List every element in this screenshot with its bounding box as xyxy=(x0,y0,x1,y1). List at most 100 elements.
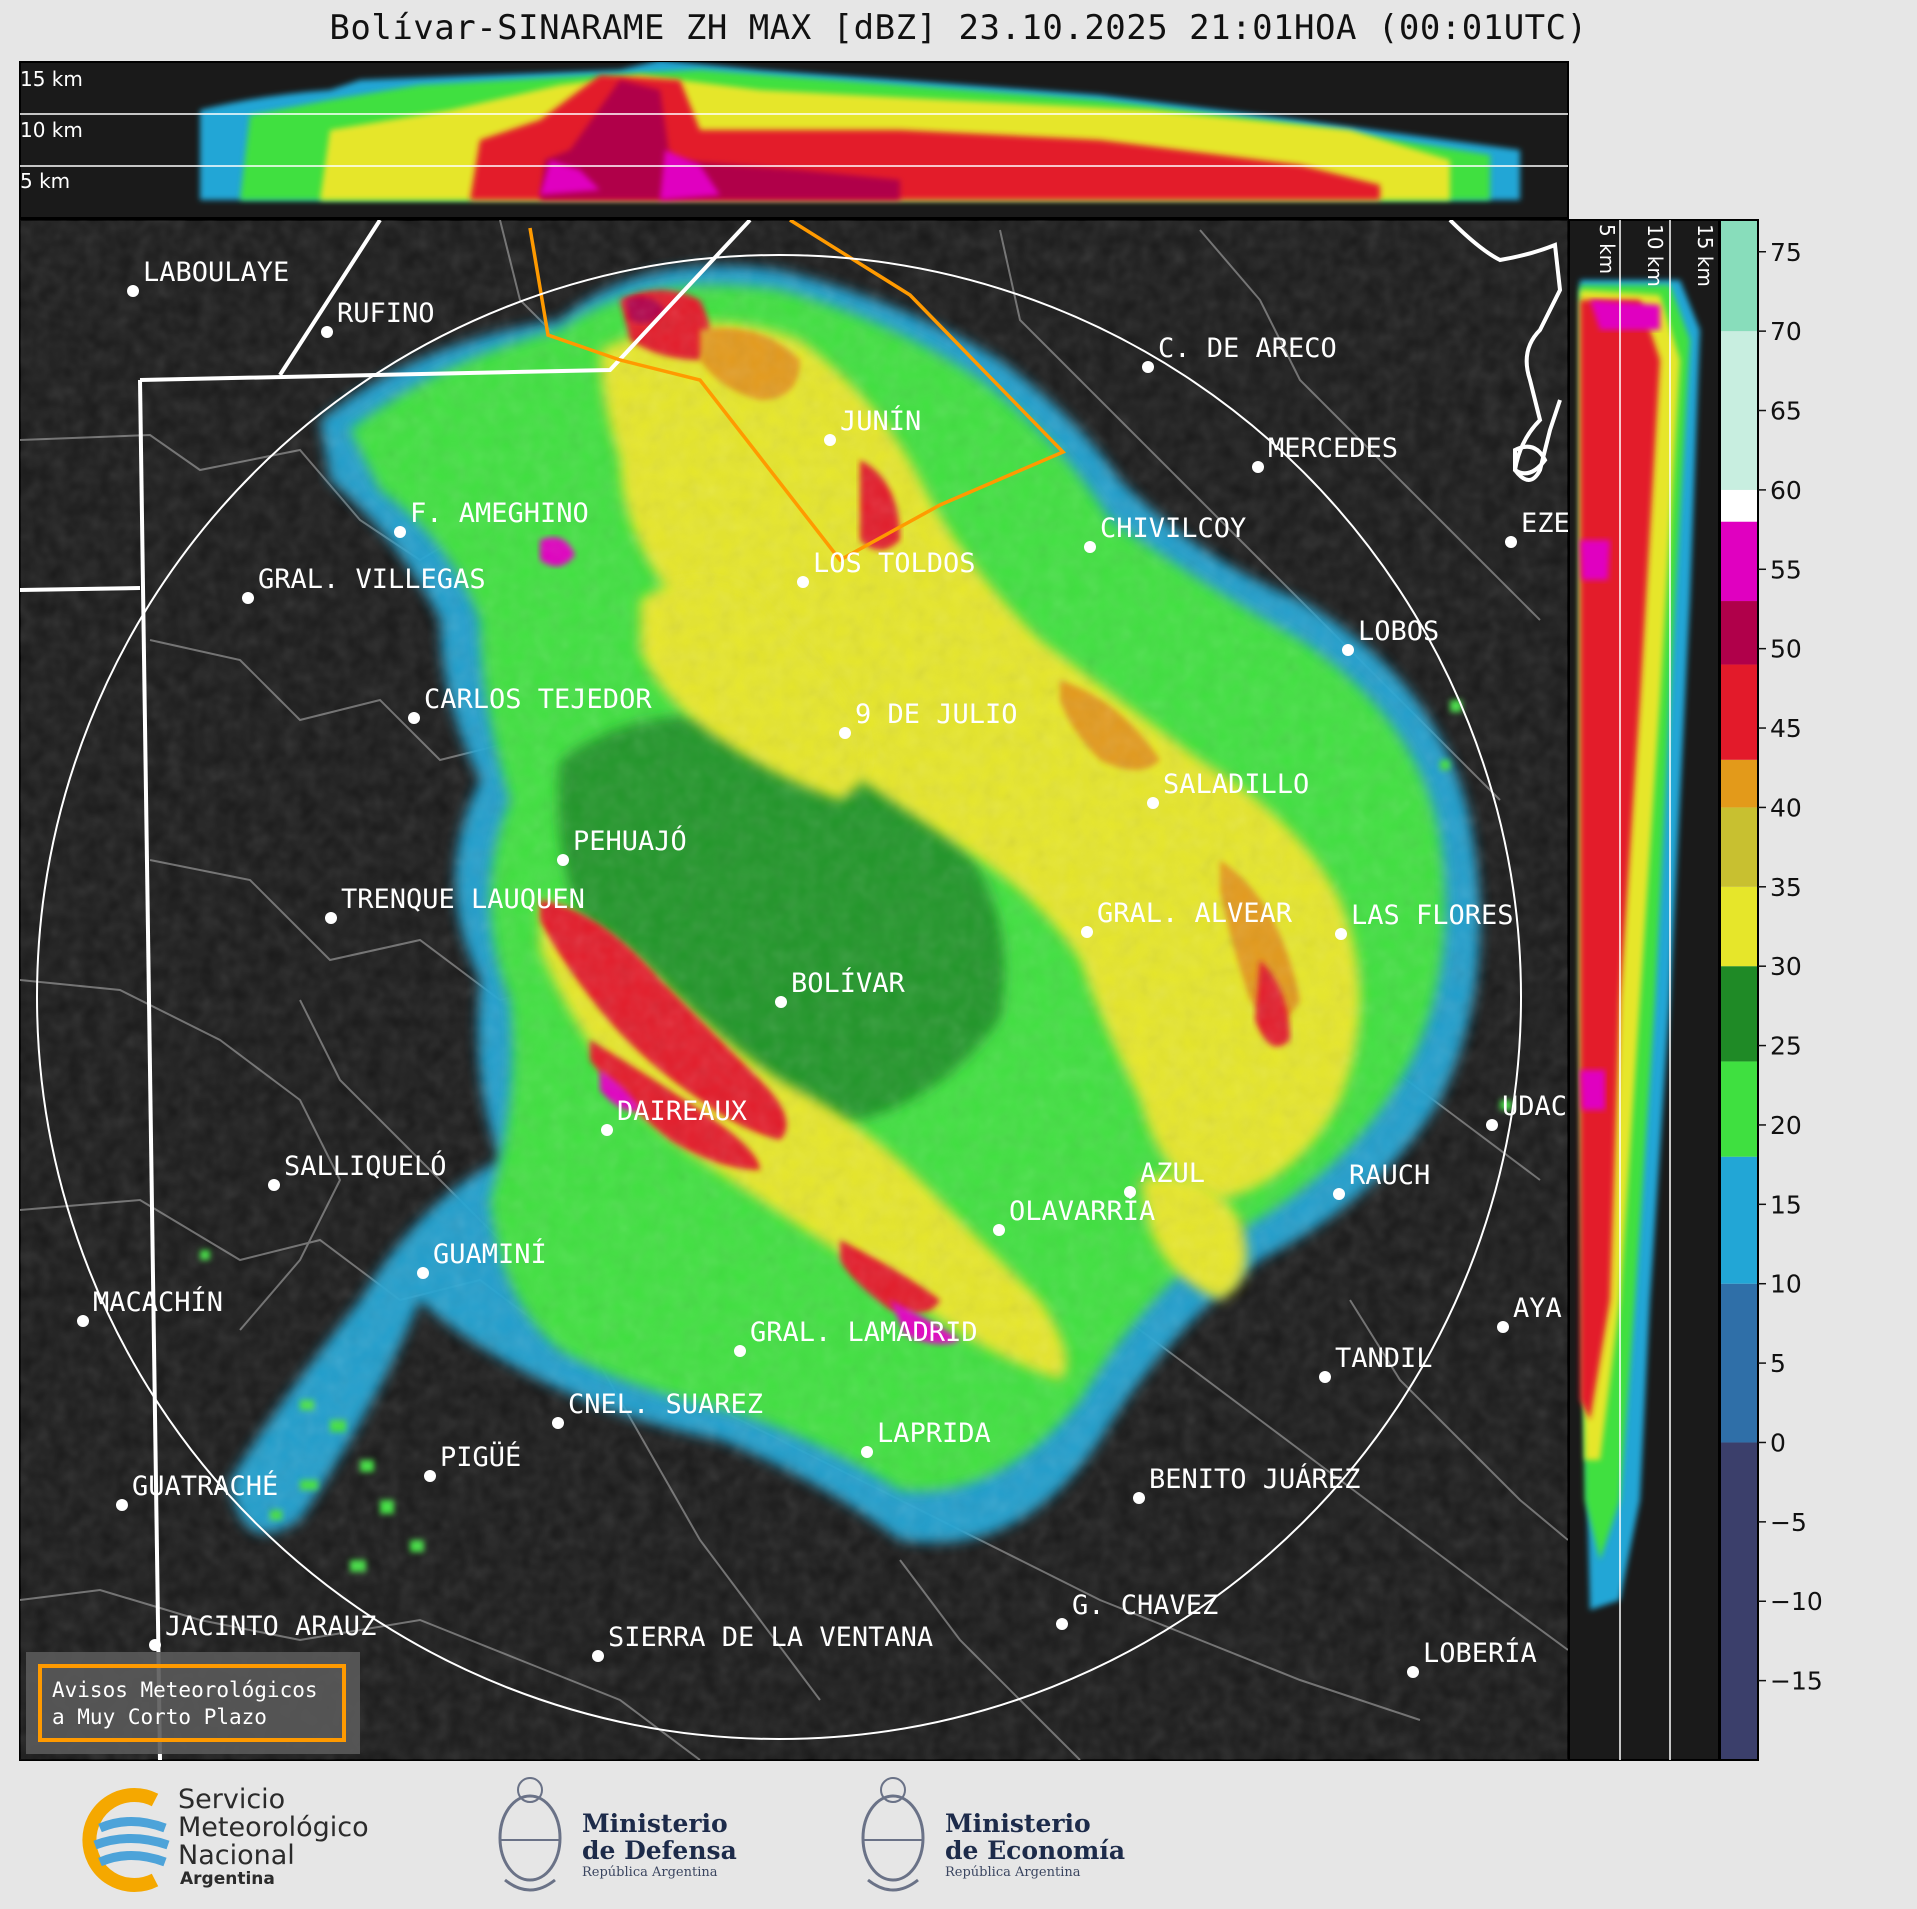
city-label: LOBOS xyxy=(1358,616,1439,647)
city-dot xyxy=(149,1639,161,1651)
radar-map: LABOULAYE RUFINO C. DE ARECO JUNÍN MERCEDES F… xyxy=(19,219,1570,1761)
city-dot xyxy=(839,727,851,739)
smn-ring-icon xyxy=(82,1788,159,1892)
city-marker: GRAL. LAMADRID xyxy=(734,1317,978,1357)
city-dot xyxy=(408,712,420,724)
city-marker: EZE xyxy=(1505,508,1570,548)
colorbar-band xyxy=(1720,1061,1758,1157)
city-label: TANDIL xyxy=(1335,1343,1433,1374)
city-dot xyxy=(1335,928,1347,940)
city-label: 9 DE JULIO xyxy=(855,699,1018,730)
city-marker: SIERRA DE LA VENTANA xyxy=(592,1622,933,1662)
defensa-logo: Ministerio de Defensa República Argentin… xyxy=(498,1777,737,1892)
city-marker: CHIVILCOY xyxy=(1084,513,1246,553)
top-height-profile: 15 km 10 km 5 km xyxy=(19,61,1569,219)
economia-line-3: República Argentina xyxy=(945,1865,1081,1880)
city-marker: OLAVARRÍA xyxy=(993,1195,1155,1236)
province-borders xyxy=(20,220,752,1760)
city-marker: PIGÜÉ xyxy=(424,1441,521,1482)
city-marker: LOS TOLDOS xyxy=(797,548,976,588)
colorbar-band xyxy=(1720,807,1758,887)
city-dot xyxy=(1081,926,1093,938)
city-marker: MACACHÍN xyxy=(77,1286,223,1327)
city-marker: CARLOS TEJEDOR xyxy=(408,684,652,724)
city-label: BENITO JUÁREZ xyxy=(1149,1463,1360,1495)
colorbar-tick-label: 55 xyxy=(1770,555,1802,584)
city-marker: 9 DE JULIO xyxy=(839,699,1018,739)
city-dot xyxy=(77,1315,89,1327)
colorbar-tick-label: 70 xyxy=(1770,317,1802,346)
colorbar-tick-label: −10 xyxy=(1770,1587,1823,1616)
city-marker: GRAL. ALVEAR xyxy=(1081,898,1293,938)
defensa-line-3: República Argentina xyxy=(582,1865,718,1880)
side-height-profile: 5 km 10 km 15 km xyxy=(1568,219,1720,1761)
colorbar-tick-label: 5 xyxy=(1770,1349,1786,1378)
colorbar-band xyxy=(1720,886,1758,967)
city-marker: LABOULAYE xyxy=(127,257,289,297)
side-label-15km: 15 km xyxy=(1693,224,1717,287)
city-dot xyxy=(993,1224,1005,1236)
colorbar-tick-label: −15 xyxy=(1770,1667,1823,1696)
city-dot xyxy=(321,326,333,338)
economia-line-1: Ministerio xyxy=(945,1809,1091,1838)
city-dot xyxy=(1147,797,1159,809)
city-marker: LAS FLORES xyxy=(1335,900,1514,940)
colorbar-tick-label: 75 xyxy=(1770,238,1802,267)
colorbar-band xyxy=(1720,966,1758,1062)
colorbar-tick-label: 40 xyxy=(1770,793,1802,822)
colorbar-band xyxy=(1720,664,1758,760)
colorbar-tick-label: 0 xyxy=(1770,1428,1786,1457)
city-label: GRAL. ALVEAR xyxy=(1097,898,1293,929)
city-dot xyxy=(552,1417,564,1429)
city-dot xyxy=(1486,1119,1498,1131)
city-marker: BENITO JUÁREZ xyxy=(1133,1463,1360,1504)
economia-line-2: de Economía xyxy=(945,1836,1125,1865)
city-label: JUNÍN xyxy=(840,405,921,437)
coat-of-arms-icon xyxy=(861,1794,925,1882)
city-marker: UDAC xyxy=(1486,1091,1567,1131)
city-dot xyxy=(557,854,569,866)
city-dot xyxy=(116,1499,128,1511)
city-dot xyxy=(242,592,254,604)
city-dot xyxy=(1133,1492,1145,1504)
city-label: AZUL xyxy=(1140,1158,1205,1189)
colorbar-frame xyxy=(1719,219,1759,1761)
city-label: PIGÜÉ xyxy=(440,1441,521,1473)
city-dot xyxy=(1084,541,1096,553)
city-dot xyxy=(1124,1186,1136,1198)
smn-logo: Servicio Meteorológico Nacional Argentin… xyxy=(82,1784,369,1892)
defensa-line-1: Ministerio xyxy=(582,1809,728,1838)
colorbar-band xyxy=(1720,220,1758,332)
top-label-15km: 15 km xyxy=(20,67,83,91)
colorbar-tick-label: 45 xyxy=(1770,714,1802,743)
side-label-10km: 10 km xyxy=(1643,224,1667,287)
city-label: CHIVILCOY xyxy=(1100,513,1246,544)
city-dot xyxy=(861,1446,873,1458)
city-label: LOBERÍA xyxy=(1423,1637,1537,1669)
city-dot xyxy=(1142,361,1154,373)
range-ring xyxy=(36,254,1522,1740)
city-label: LABOULAYE xyxy=(143,257,289,288)
colorbar-tick-label: 65 xyxy=(1770,397,1802,426)
colorbar-band xyxy=(1720,759,1758,808)
city-label: SIERRA DE LA VENTANA xyxy=(608,1622,933,1653)
city-label: RAUCH xyxy=(1349,1160,1430,1191)
city-marker: SALLIQUELÓ xyxy=(268,1150,447,1191)
city-marker: C. DE ARECO xyxy=(1142,333,1337,373)
city-dot xyxy=(1319,1371,1331,1383)
colorbar-band xyxy=(1720,601,1758,665)
city-label: EZE xyxy=(1521,508,1570,539)
city-label: GRAL. LAMADRID xyxy=(750,1317,978,1348)
city-label: MACACHÍN xyxy=(93,1286,223,1318)
city-dot xyxy=(1505,536,1517,548)
rio-de-la-plata-coast xyxy=(1448,220,1563,482)
city-marker: TRENQUE LAUQUEN xyxy=(325,884,585,924)
city-marker: JUNÍN xyxy=(824,405,921,446)
alerts-box: Avisos Meteorológicos a Muy Corto Plazo xyxy=(26,1652,360,1754)
city-marker: BOLÍVAR xyxy=(775,967,906,1008)
colorbar-tick-label: 20 xyxy=(1770,1111,1802,1140)
city-dot xyxy=(268,1179,280,1191)
city-label: MERCEDES xyxy=(1268,433,1398,464)
